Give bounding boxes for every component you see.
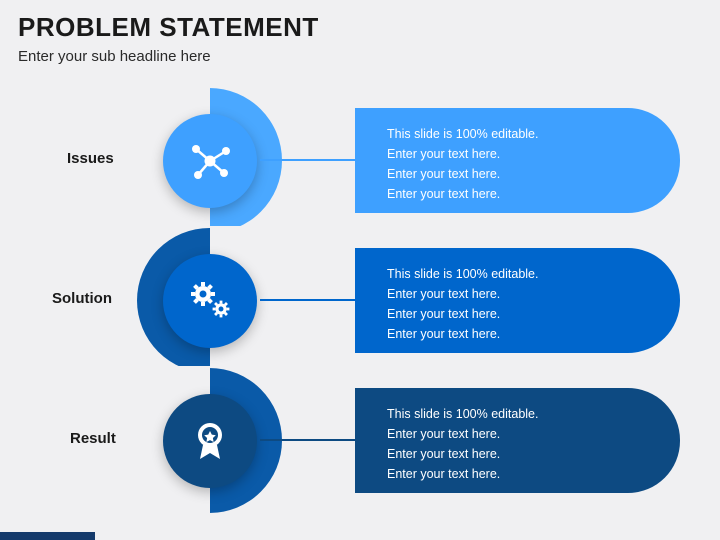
gears-icon [186,277,234,325]
connector-line [260,439,355,441]
ribbon-icon-circle [163,394,257,488]
callout-text-line: Enter your text here. [387,164,652,184]
process-row-result: ResultThis slide is 100% editable.Enter … [0,368,720,513]
row-label: Solution [52,290,112,307]
callout-text-line: Enter your text here. [387,304,652,324]
callout-text-line: Enter your text here. [387,284,652,304]
callout-box: This slide is 100% editable.Enter your t… [355,388,680,493]
row-label: Issues [67,150,114,167]
slide-title: PROBLEM STATEMENT [18,12,319,43]
callout-box: This slide is 100% editable.Enter your t… [355,108,680,213]
connector-line [260,159,355,161]
ribbon-icon [186,417,234,465]
footer-accent-bar [0,532,95,540]
callout-text-line: Enter your text here. [387,424,652,444]
callout-text-line: Enter your text here. [387,324,652,344]
callout-text-line: This slide is 100% editable. [387,404,652,424]
callout-text-line: Enter your text here. [387,184,652,204]
network-icon [186,137,234,185]
callout-text-line: This slide is 100% editable. [387,124,652,144]
row-label: Result [70,430,116,447]
process-row-issues: IssuesThis slide is 100% editable.Enter … [0,88,720,233]
process-row-solution: SolutionThis slide is 100% editable.Ente… [0,228,720,373]
network-icon-circle [163,114,257,208]
slide-subtitle: Enter your sub headline here [18,48,211,65]
connector-line [260,299,355,301]
callout-text-line: Enter your text here. [387,464,652,484]
callout-box: This slide is 100% editable.Enter your t… [355,248,680,353]
callout-text-line: Enter your text here. [387,144,652,164]
callout-text-line: This slide is 100% editable. [387,264,652,284]
gears-icon-circle [163,254,257,348]
callout-text-line: Enter your text here. [387,444,652,464]
